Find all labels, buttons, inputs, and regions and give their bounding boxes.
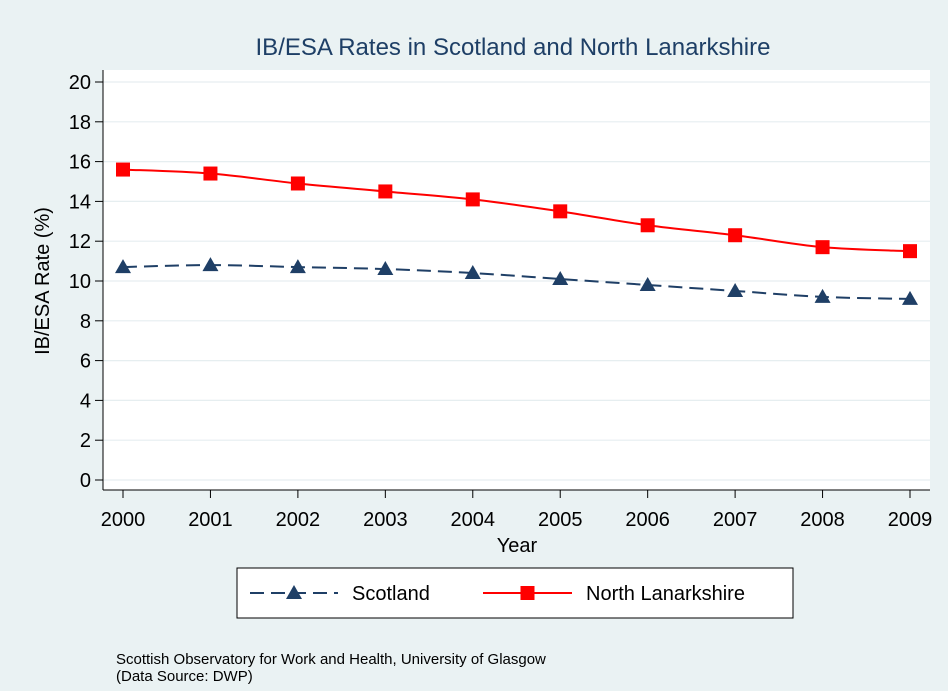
y-tick-label: 10	[69, 271, 91, 293]
data-point-scotland	[115, 259, 131, 274]
data-point-scotland	[639, 276, 656, 291]
y-tick-label: 8	[80, 311, 91, 333]
gridlines	[103, 81, 930, 481]
y-tick-label: 14	[69, 191, 91, 213]
data-point-north-lanarkshire	[203, 166, 218, 181]
source-note-line-2: (Data Source: DWP)	[116, 668, 253, 685]
data-point-north-lanarkshire	[378, 184, 393, 199]
tick-labels: 0 2 4 6 8 10 12 14 16 18 20 2000 2001 2002 2003 2004 200…	[69, 72, 933, 531]
axes	[95, 70, 930, 498]
data-point-scotland	[289, 259, 306, 274]
data-point-north-lanarkshire	[116, 162, 130, 177]
data-point-scotland	[377, 261, 394, 276]
data-point-scotland	[902, 290, 918, 305]
y-tick-label: 18	[69, 112, 91, 134]
x-tick-label: 2005	[538, 509, 583, 531]
data-point-north-lanarkshire	[290, 176, 305, 191]
data-point-scotland	[202, 257, 219, 272]
legend-label-scotland: Scotland	[352, 583, 430, 605]
data-point-north-lanarkshire	[553, 204, 568, 219]
data-point-north-lanarkshire	[815, 240, 830, 255]
y-tick-label: 12	[69, 231, 91, 253]
y-tick-label: 2	[80, 430, 91, 452]
x-tick-label: 2007	[713, 509, 758, 531]
y-tick-label: 4	[80, 390, 91, 412]
data-point-north-lanarkshire	[903, 244, 917, 259]
legend-key-marker-scotland	[286, 585, 302, 599]
y-tick-label: 20	[69, 72, 91, 94]
y-tick-label: 16	[69, 152, 91, 174]
x-tick-label: 2003	[363, 509, 408, 531]
data-point-north-lanarkshire	[465, 192, 480, 207]
legend-label-north-lanarkshire: North Lanarkshire	[586, 583, 745, 605]
x-axis-label: Year	[497, 535, 538, 557]
series-scotland	[115, 257, 918, 305]
x-tick-label: 2000	[101, 509, 146, 531]
series-north-lanarkshire	[116, 162, 917, 259]
data-point-scotland	[727, 282, 744, 297]
x-tick-label: 2006	[625, 509, 670, 531]
x-tick-label: 2004	[451, 509, 496, 531]
legend-key-marker-north-lanarkshire	[520, 586, 535, 600]
x-tick-label: 2008	[800, 509, 845, 531]
y-tick-label: 6	[80, 351, 91, 373]
y-axis-label: IB/ESA Rate (%)	[32, 207, 54, 355]
data-point-scotland	[464, 265, 481, 280]
data-point-north-lanarkshire	[640, 218, 655, 233]
data-point-scotland	[552, 271, 569, 286]
series-line-scotland	[122, 264, 911, 300]
x-tick-label: 2001	[188, 509, 233, 531]
series-layer	[115, 162, 918, 305]
legend: Scotland North Lanarkshire	[236, 567, 794, 619]
chart-title: IB/ESA Rates in Scotland and North Lanar…	[256, 34, 771, 61]
y-tick-label: 0	[80, 470, 91, 492]
x-tick-label: 2009	[888, 509, 933, 531]
series-line-north-lanarkshire	[122, 168, 911, 253]
plot-area	[103, 70, 930, 490]
data-point-north-lanarkshire	[728, 228, 743, 243]
x-tick-label: 2002	[276, 509, 321, 531]
data-point-scotland	[814, 288, 831, 303]
source-note-line-1: Scottish Observatory for Work and Health…	[116, 651, 546, 668]
